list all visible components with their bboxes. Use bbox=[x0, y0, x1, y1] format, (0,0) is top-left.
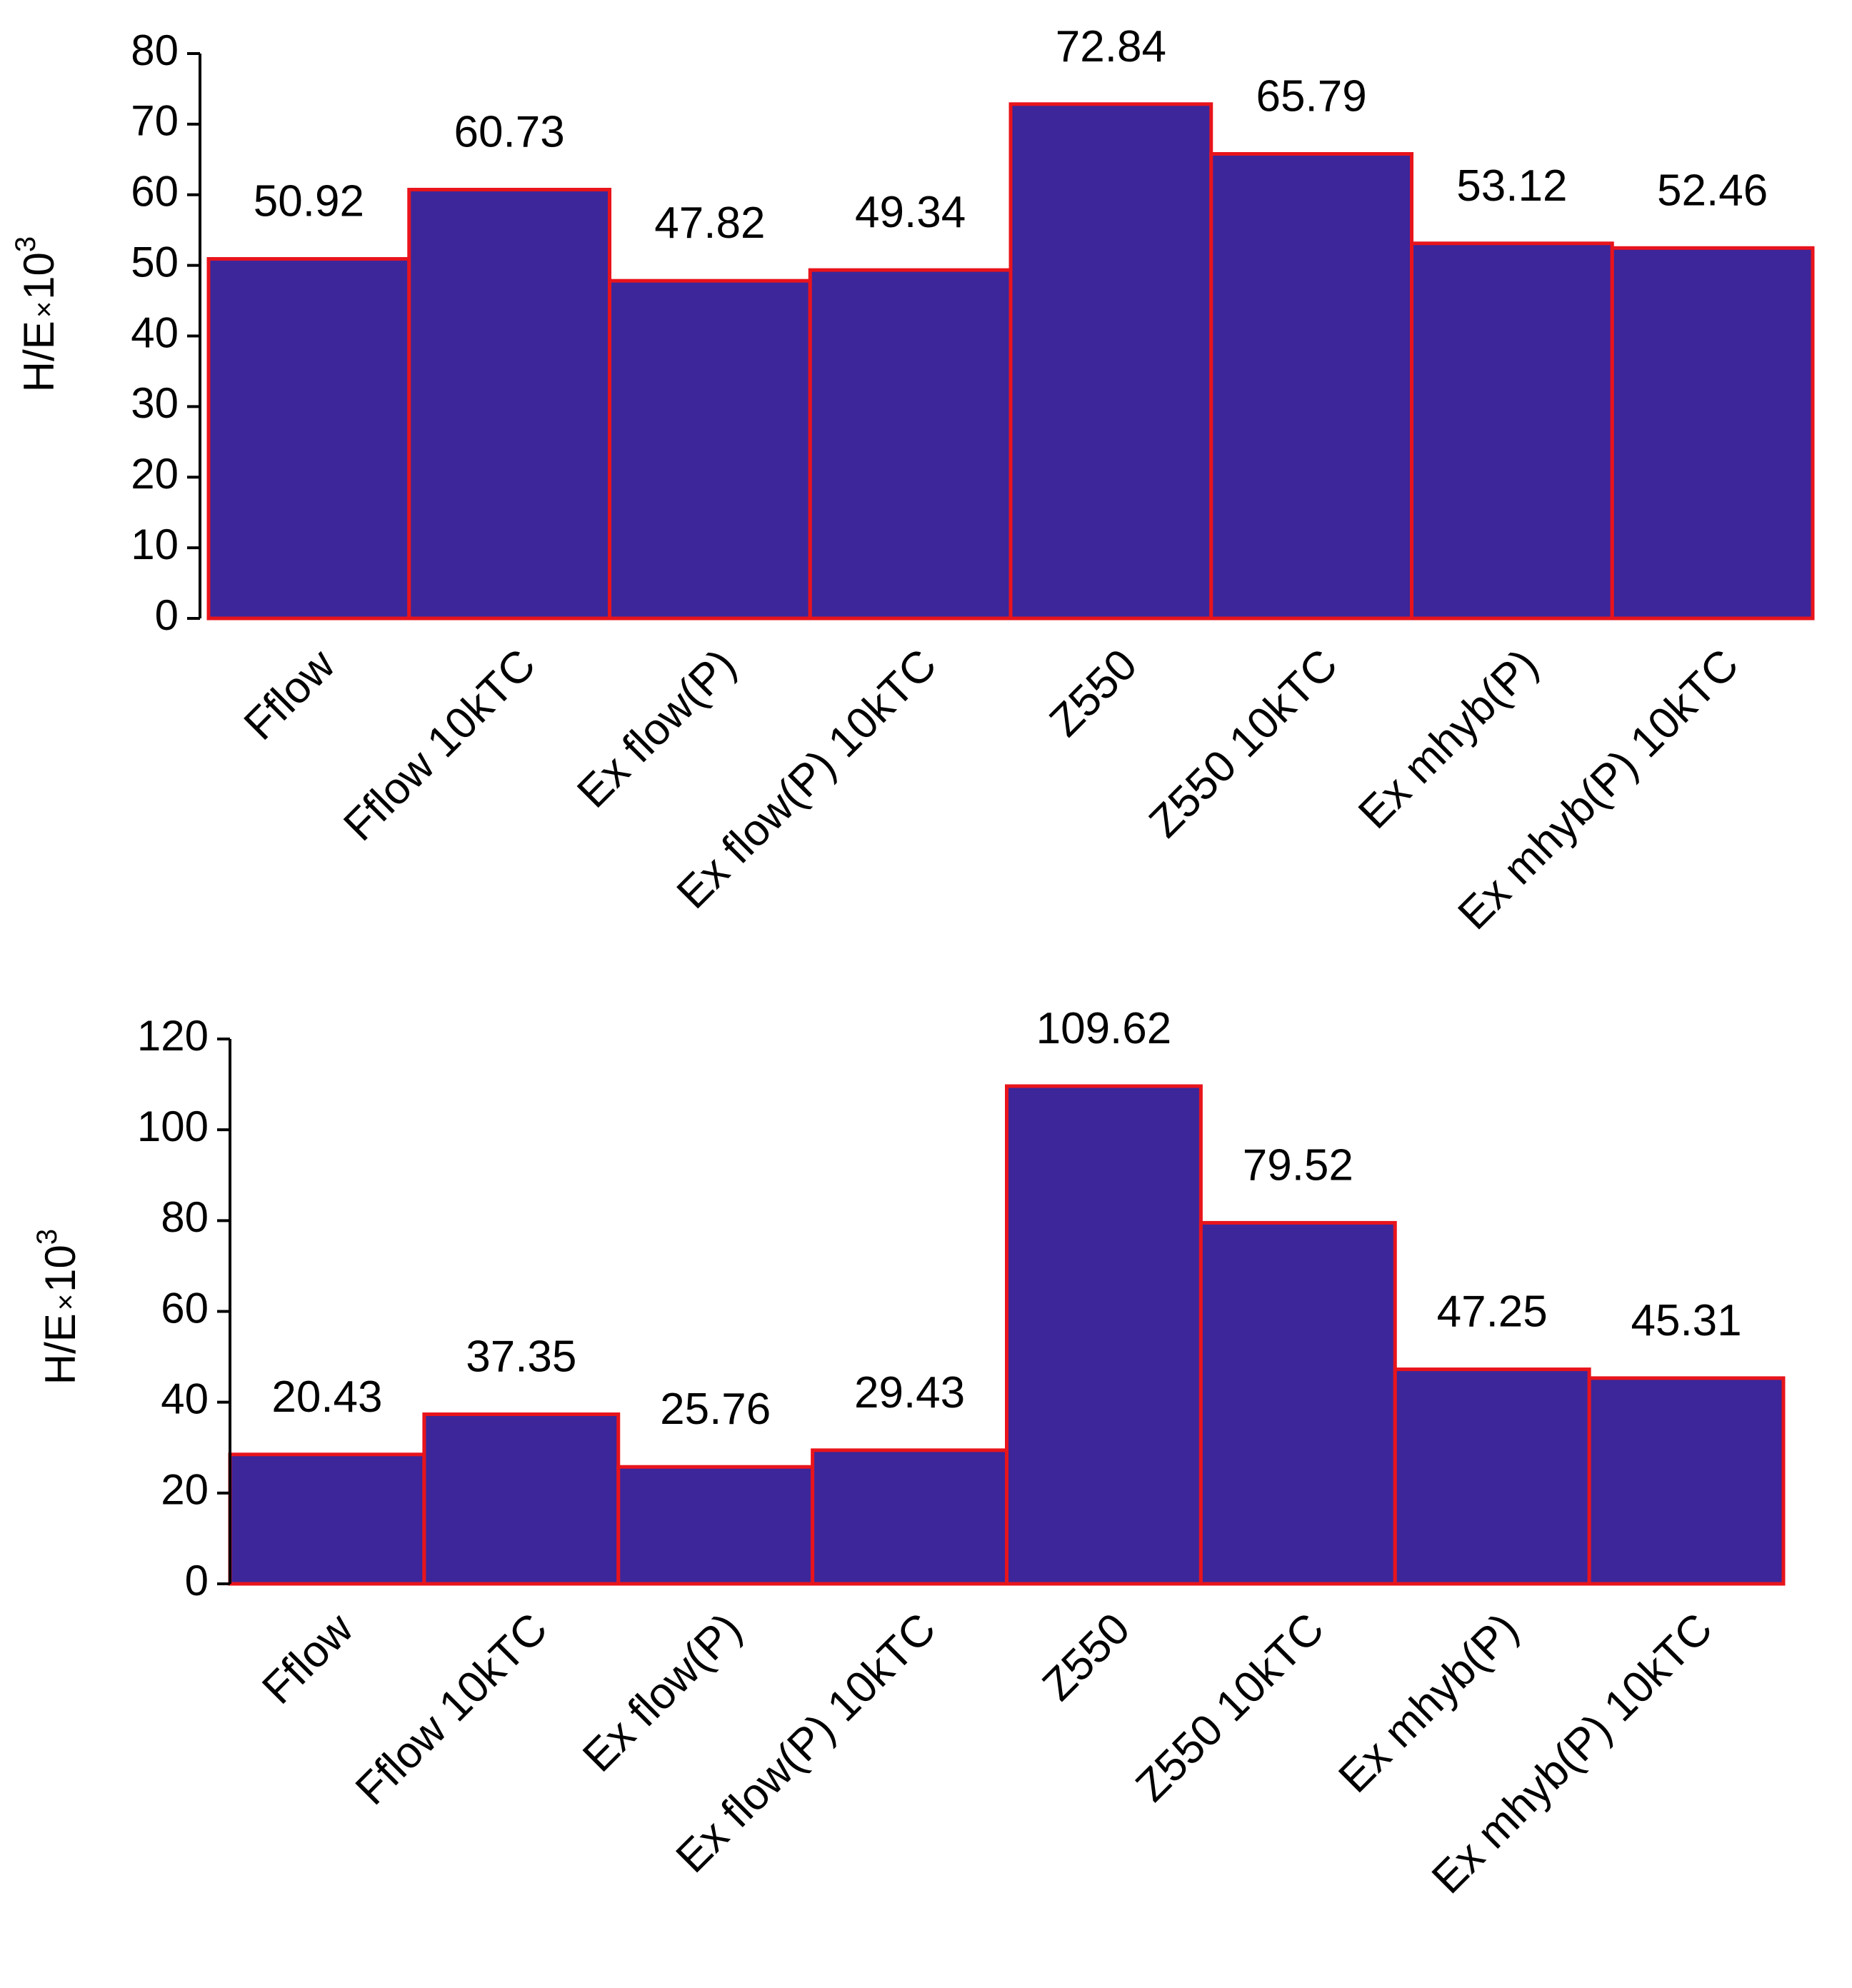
y-tick-label-4: 80 bbox=[161, 1193, 209, 1241]
y-tick-label-2: 20 bbox=[131, 450, 179, 498]
category-label-6: Ex mhyb(P) bbox=[1349, 640, 1548, 838]
bar-7 bbox=[1610, 246, 1815, 621]
y-axis-title: H/E × 103 bbox=[31, 1229, 84, 1385]
data-label-0: 50.92 bbox=[254, 177, 364, 226]
bar-7 bbox=[1587, 1376, 1786, 1586]
data-label-5: 65.79 bbox=[1256, 72, 1367, 121]
data-label-1: 37.35 bbox=[466, 1332, 576, 1382]
category-label-5: Z550 10kTC bbox=[1140, 640, 1347, 847]
chart-bottom: 20.43 37.35 25.76 29.43 109.62 79.52 47.25 45.3… bbox=[31, 1004, 1786, 1903]
bar-4 bbox=[1005, 1084, 1203, 1586]
category-label-4: Z550 bbox=[1041, 640, 1147, 746]
bar-0 bbox=[206, 257, 411, 621]
y-tick-label-5: 100 bbox=[137, 1103, 209, 1150]
data-label-4: 109.62 bbox=[1036, 1004, 1172, 1053]
data-label-2: 47.82 bbox=[654, 199, 765, 248]
bar-6 bbox=[1410, 241, 1614, 621]
category-label-2: Ex flow(P) bbox=[574, 1604, 751, 1782]
y-axis-title-ten: 10 bbox=[15, 252, 63, 300]
y-axis-title-ten: 10 bbox=[36, 1245, 84, 1292]
category-label-0: Fflow bbox=[253, 1604, 363, 1714]
data-label-3: 49.34 bbox=[855, 188, 966, 237]
category-label-0: Fflow bbox=[235, 640, 345, 750]
y-tick-label-3: 30 bbox=[131, 379, 179, 427]
y-axis-title-base: H/E bbox=[15, 321, 63, 392]
y-axis-title-base: H/E bbox=[36, 1313, 84, 1385]
y-tick-label-6: 120 bbox=[137, 1012, 209, 1060]
category-label-4: Z550 bbox=[1033, 1604, 1140, 1710]
bar-1 bbox=[422, 1412, 621, 1586]
data-label-0: 20.43 bbox=[271, 1372, 382, 1422]
y-tick-label-7: 70 bbox=[131, 97, 179, 145]
data-label-6: 53.12 bbox=[1456, 161, 1567, 211]
data-label-7: 52.46 bbox=[1657, 166, 1768, 215]
bar-4 bbox=[1008, 102, 1213, 621]
category-label-1: Fflow 10kTC bbox=[346, 1604, 557, 1814]
y-tick-label-8: 80 bbox=[131, 26, 179, 74]
category-label-6: Ex mhyb(P) bbox=[1329, 1604, 1528, 1802]
y-tick-label-0: 0 bbox=[185, 1557, 209, 1605]
bar-0 bbox=[228, 1452, 426, 1586]
y-tick-label-5: 50 bbox=[131, 238, 179, 286]
category-label-1: Fflow 10kTC bbox=[334, 640, 545, 850]
bar-3 bbox=[808, 268, 1013, 621]
data-label-5: 79.52 bbox=[1243, 1140, 1353, 1190]
bar-3 bbox=[811, 1448, 1008, 1586]
bar-5 bbox=[1198, 1220, 1397, 1586]
bar-6 bbox=[1393, 1367, 1591, 1586]
bar-2 bbox=[616, 1465, 815, 1586]
y-tick-label-4: 40 bbox=[131, 308, 179, 356]
data-label-1: 60.73 bbox=[454, 108, 565, 157]
y-tick-label-2: 40 bbox=[161, 1375, 209, 1423]
y-tick-label-3: 60 bbox=[161, 1284, 209, 1332]
y-tick-label-1: 10 bbox=[131, 521, 179, 568]
y-tick-label-0: 0 bbox=[155, 591, 179, 639]
data-label-2: 25.76 bbox=[660, 1385, 771, 1434]
chart-top: 50.92 60.73 47.82 49.34 72.84 65.79 53.12 52.46… bbox=[10, 22, 1815, 939]
data-label-6: 47.25 bbox=[1437, 1287, 1548, 1337]
y-tick-label-1: 20 bbox=[161, 1466, 209, 1514]
y-axis-title-times: × bbox=[50, 1294, 81, 1310]
bar-1 bbox=[407, 188, 611, 621]
category-label-5: Z550 10kTC bbox=[1126, 1604, 1333, 1811]
data-label-7: 45.31 bbox=[1631, 1296, 1741, 1345]
data-label-4: 72.84 bbox=[1056, 22, 1166, 71]
y-axis-title-exponent: 3 bbox=[31, 1229, 63, 1245]
y-tick-label-6: 60 bbox=[131, 168, 179, 216]
y-axis-title-exponent: 3 bbox=[10, 236, 41, 252]
bar-2 bbox=[608, 278, 812, 621]
bar-5 bbox=[1209, 152, 1413, 621]
y-axis-title: H/E ×103 bbox=[10, 236, 63, 392]
data-label-3: 29.43 bbox=[854, 1368, 965, 1417]
category-label-2: Ex flow(P) bbox=[568, 640, 746, 818]
y-axis-title-times: × bbox=[29, 301, 60, 318]
